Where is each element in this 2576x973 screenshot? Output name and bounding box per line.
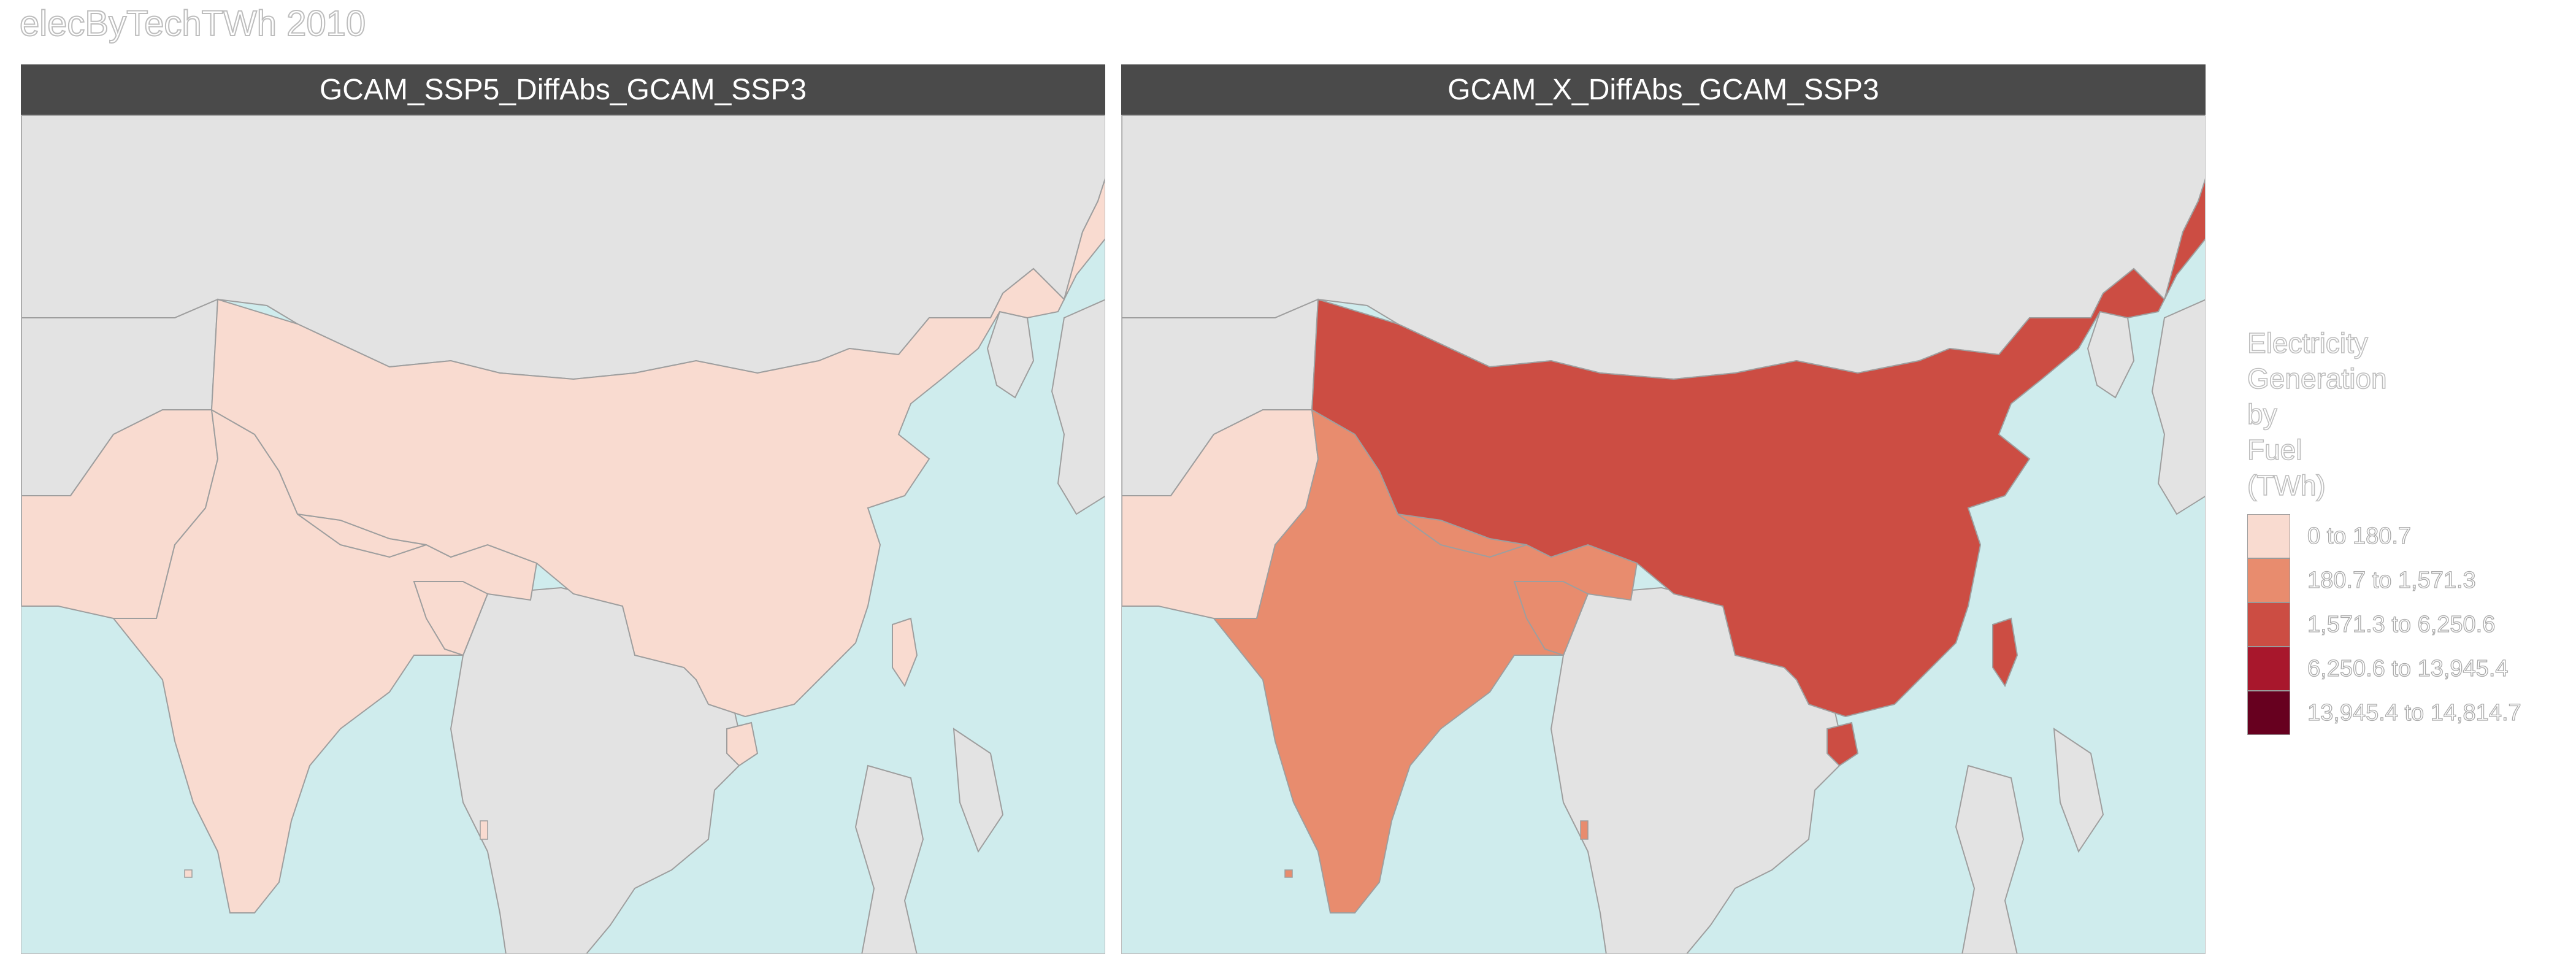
island-small xyxy=(184,869,193,878)
land-islands xyxy=(1955,764,2025,953)
legend-items: 0 to 180.7 180.7 to 1,571.3 1,571.3 to 6… xyxy=(2247,514,2521,735)
land-japan xyxy=(1051,299,1105,515)
legend-title-line: Fuel xyxy=(2247,433,2302,466)
legend-title-line: Electricity xyxy=(2247,326,2368,360)
legend-title-line: (TWh) xyxy=(2247,469,2326,502)
legend-label: 6,250.6 to 13,945.4 xyxy=(2307,655,2509,682)
legend-label: 0 to 180.7 xyxy=(2307,523,2412,549)
region-bangladesh xyxy=(1513,581,1589,656)
panel-strip-title: GCAM_X_DiffAbs_GCAM_SSP3 xyxy=(1121,64,2206,115)
land-japan xyxy=(2151,299,2205,515)
land-islands-2 xyxy=(2053,728,2104,853)
island-small xyxy=(480,820,488,840)
legend-label: 1,571.3 to 6,250.6 xyxy=(2307,611,2496,637)
island-small xyxy=(1580,820,1589,840)
legend-swatch xyxy=(2247,514,2290,558)
map-area xyxy=(21,115,1105,954)
region-bangladesh xyxy=(413,581,489,656)
island-small xyxy=(1284,869,1293,878)
legend-item: 0 to 180.7 xyxy=(2247,514,2521,558)
legend: Electricity Generation by Fuel (TWh) 0 t… xyxy=(2247,325,2521,735)
region-taiwan xyxy=(1992,617,2018,688)
legend-title-line: Generation xyxy=(2247,362,2387,395)
region-hainan xyxy=(1827,721,1859,767)
legend-swatch xyxy=(2247,558,2290,602)
panel-strip-title: GCAM_SSP5_DiffAbs_GCAM_SSP3 xyxy=(21,64,1105,115)
land-islands-2 xyxy=(953,728,1004,853)
legend-label: 180.7 to 1,571.3 xyxy=(2307,567,2476,593)
legend-swatch xyxy=(2247,691,2290,735)
legend-title: Electricity Generation by Fuel (TWh) xyxy=(2247,325,2521,503)
region-hainan xyxy=(726,721,759,767)
map-area xyxy=(1121,115,2206,954)
map-panel-ssp5: GCAM_SSP5_DiffAbs_GCAM_SSP3 xyxy=(21,64,1105,954)
land-korea xyxy=(986,310,1035,399)
page-title: elecByTechTWh 2010 xyxy=(19,4,366,44)
map-panel-x: GCAM_X_DiffAbs_GCAM_SSP3 xyxy=(1121,64,2206,954)
legend-swatch xyxy=(2247,647,2290,691)
region-china xyxy=(1311,178,2205,718)
legend-title-line: by xyxy=(2247,398,2277,431)
legend-item: 1,571.3 to 6,250.6 xyxy=(2247,602,2521,647)
legend-swatch xyxy=(2247,602,2290,647)
region-china xyxy=(210,178,1105,718)
land-korea xyxy=(2087,310,2135,399)
land-islands xyxy=(854,764,924,953)
legend-item: 6,250.6 to 13,945.4 xyxy=(2247,647,2521,691)
legend-item: 13,945.4 to 14,814.7 xyxy=(2247,691,2521,735)
legend-label: 13,945.4 to 14,814.7 xyxy=(2307,699,2521,726)
region-taiwan xyxy=(892,617,918,688)
legend-item: 180.7 to 1,571.3 xyxy=(2247,558,2521,602)
